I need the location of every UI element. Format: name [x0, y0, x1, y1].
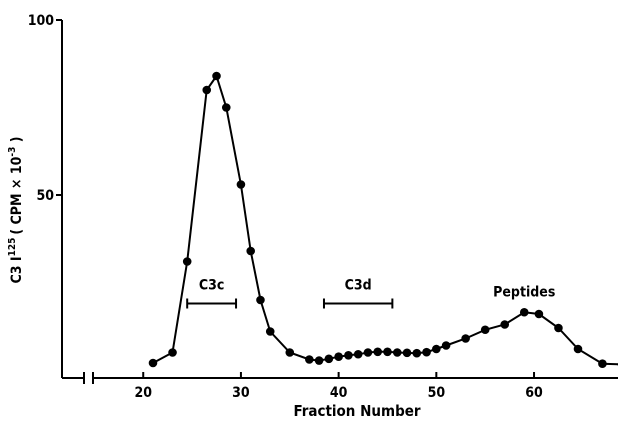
x-tick-label: 50: [428, 385, 446, 401]
data-point: [402, 348, 412, 358]
data-point: [363, 348, 373, 357]
data-point: [500, 320, 510, 329]
data-point: [412, 348, 422, 358]
data-point: [534, 309, 544, 319]
data-point: [598, 359, 607, 369]
data-point: [554, 323, 563, 333]
x-tick-label: 40: [330, 385, 348, 401]
data-point: [182, 257, 192, 266]
data-point: [422, 347, 431, 357]
data-point: [441, 341, 451, 350]
data-point: [432, 344, 441, 354]
y-axis-label-unit-end: ): [9, 137, 25, 147]
data-point: [305, 355, 314, 364]
data-point: [480, 325, 490, 335]
data-point: [265, 327, 275, 336]
y-axis-label-name: C3 I: [9, 256, 25, 283]
data-point: [168, 348, 177, 357]
data-point: [246, 246, 255, 256]
y-ticks: 50 100: [28, 13, 62, 204]
data-point: [202, 85, 212, 95]
data-point: [314, 356, 324, 365]
data-point: [461, 334, 470, 343]
data-point: [334, 352, 343, 362]
y-axis-label-unit-sup: -3: [7, 147, 18, 157]
annotation-label: C3d: [345, 278, 372, 294]
annotation-brackets: C3c C3d Peptides: [186, 278, 555, 309]
series-line: [152, 73, 618, 366]
annotation-label: Peptides: [493, 285, 555, 301]
data-point: [344, 351, 353, 360]
data-point: [212, 71, 221, 81]
axes: [61, 20, 618, 384]
data-point: [392, 348, 402, 357]
y-tick-label: 100: [28, 13, 55, 29]
data-point: [148, 358, 158, 368]
data-point: [519, 307, 529, 317]
x-tick-label: 30: [232, 385, 250, 401]
data-point: [221, 103, 231, 112]
data-point: [383, 347, 392, 357]
data-point: [285, 348, 295, 357]
data-point: [353, 349, 363, 359]
data-point: [236, 180, 246, 189]
x-tick-label: 60: [525, 385, 543, 401]
y-axis-label-sup: 125: [7, 238, 18, 257]
x-ticks: 203040506070: [134, 372, 543, 401]
series: [148, 71, 618, 369]
y-tick-label: 50: [36, 188, 54, 204]
y-axis-label: C3 I125 ( CPM × 10-3 ): [7, 137, 25, 284]
data-point: [324, 354, 334, 364]
data-point: [256, 295, 265, 305]
annotation-label: C3c: [199, 278, 224, 294]
data-point: [373, 347, 383, 357]
x-axis-label: Fraction Number: [293, 402, 420, 420]
x-tick-label: 20: [134, 385, 152, 401]
data-point: [573, 344, 583, 354]
y-axis-label-unit: ( CPM × 10: [9, 156, 25, 234]
